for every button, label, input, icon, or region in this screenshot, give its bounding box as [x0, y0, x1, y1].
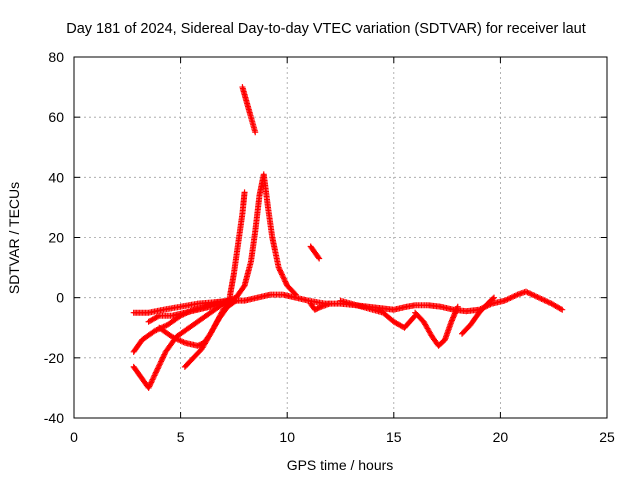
- series-trace-dip-19h: [459, 294, 498, 337]
- series-trace-high-8h: [239, 84, 259, 136]
- data-point: [292, 291, 299, 298]
- y-axis-label: SDTVAR / TECUs: [6, 182, 22, 294]
- data-point: [315, 254, 322, 261]
- x-tick-label: 5: [177, 429, 185, 445]
- data-point: [559, 306, 566, 313]
- data-point: [149, 376, 156, 383]
- series-trace-peak-9h: [233, 171, 299, 301]
- data-point: [152, 371, 159, 378]
- data-point: [489, 295, 496, 302]
- data-point: [158, 358, 165, 365]
- data-point: [154, 366, 161, 373]
- data-point: [148, 379, 155, 386]
- y-tick-label: 40: [48, 169, 64, 185]
- data-point: [277, 268, 284, 275]
- data-point: [291, 290, 298, 297]
- data-point: [152, 369, 159, 376]
- data-point: [280, 274, 287, 281]
- y-tick-label: -40: [44, 410, 64, 426]
- data-point: [412, 312, 419, 319]
- data-point: [276, 265, 283, 272]
- data-point: [158, 357, 165, 364]
- data-point: [491, 294, 498, 301]
- y-axis: -40 -20 0 20 40 60 80: [44, 49, 607, 426]
- data-point: [557, 305, 564, 312]
- series-trace-dip-17h: [412, 303, 461, 349]
- y-tick-label: 60: [48, 109, 64, 125]
- data-point: [160, 354, 167, 361]
- data-series: [130, 84, 566, 391]
- chart-title: Day 181 of 2024, Sidereal Day-to-day VTE…: [66, 21, 586, 37]
- series-trace-high-11h: [307, 243, 323, 262]
- x-tick-label: 0: [70, 429, 78, 445]
- data-point: [155, 364, 162, 371]
- data-point: [150, 375, 157, 382]
- x-tick-label: 15: [386, 429, 402, 445]
- x-axis: 0 5 10 15 20 25: [70, 57, 615, 445]
- x-tick-label: 25: [599, 429, 615, 445]
- grid: [74, 57, 607, 418]
- data-point: [231, 298, 238, 305]
- data-point: [160, 352, 167, 359]
- data-point: [145, 384, 152, 391]
- y-tick-label: 0: [56, 290, 64, 306]
- data-point: [153, 368, 160, 375]
- data-point: [154, 313, 161, 320]
- series-trace-rise-5h: [181, 297, 240, 370]
- data-point: [252, 129, 259, 136]
- data-point: [157, 359, 164, 366]
- data-point: [317, 304, 324, 311]
- data-point: [281, 277, 288, 284]
- data-point: [278, 271, 285, 278]
- data-point: [147, 380, 154, 387]
- data-point: [278, 270, 285, 277]
- series-trace-spike-11h: [307, 300, 333, 313]
- data-point: [279, 272, 286, 279]
- data-point: [411, 313, 418, 320]
- x-tick-label: 10: [279, 429, 295, 445]
- data-point: [241, 189, 248, 196]
- data-point: [282, 278, 289, 285]
- data-point: [159, 355, 166, 362]
- data-point: [161, 351, 168, 358]
- data-point: [316, 255, 323, 262]
- series-trace-mid-14h: [337, 297, 419, 331]
- y-tick-label: -20: [44, 350, 64, 366]
- x-axis-label: GPS time / hours: [287, 457, 394, 473]
- data-point: [276, 267, 283, 274]
- data-point: [240, 283, 247, 290]
- data-point: [146, 383, 153, 390]
- data-point: [156, 362, 163, 369]
- y-tick-label: 20: [48, 230, 64, 246]
- data-point: [156, 361, 163, 368]
- x-tick-label: 20: [493, 429, 509, 445]
- data-point: [326, 300, 333, 307]
- y-tick-label: 80: [48, 49, 64, 65]
- data-point: [275, 264, 282, 271]
- data-point: [454, 303, 461, 310]
- data-point: [280, 275, 287, 282]
- data-point: [282, 279, 289, 286]
- data-point: [146, 382, 153, 389]
- data-point: [150, 373, 157, 380]
- data-point: [148, 377, 155, 384]
- series-trace-peak-8h: [226, 189, 248, 301]
- data-point: [154, 365, 161, 372]
- data-point: [151, 372, 158, 379]
